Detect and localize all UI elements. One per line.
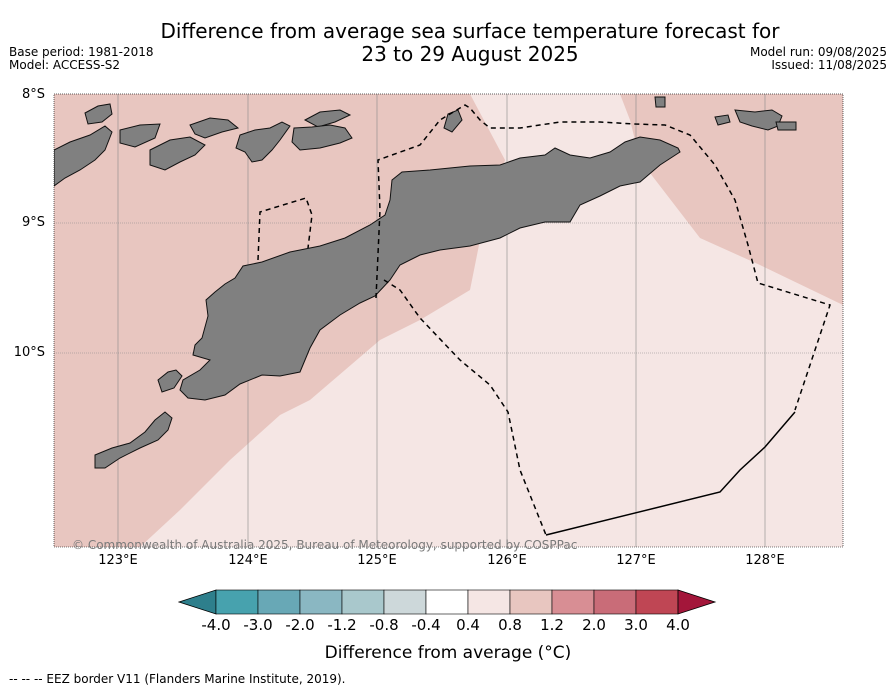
adonara-island [189,117,240,139]
lon-label-125e: 125°E [357,553,397,568]
colorbar-tick-label: 4.0 [666,616,690,634]
lon-label-127e: 127°E [616,553,656,568]
colorbar-segment [467,589,511,615]
colorbar-tick-label: -0.4 [411,616,441,634]
eez-borders [257,104,831,536]
copyright-text: © Commonwealth of Australia 2025, Bureau… [72,538,577,552]
pantar-island [291,124,353,151]
lon-label-128e: 128°E [745,553,785,568]
flores-east [119,123,161,148]
eez-dashed-central [375,104,831,411]
colorbar-extend-min [178,589,217,615]
model-name: Model: ACCESS-S2 [9,58,121,72]
colorbar-tick-label: 0.4 [456,616,480,634]
small-island-ne-2 [714,114,731,126]
colorbar-segment [635,589,679,615]
colorbar-segment [341,589,385,615]
model-run: Model run: 09/08/2025 [749,45,887,59]
kisar-island [775,121,797,131]
colorbar-tick-label: 3.0 [624,616,648,634]
eez-footnote: -- -- -- EEZ border V11 (Flanders Marine… [9,672,346,686]
meta-left: Base period: 1981-2018 Model: ACCESS-S2 [9,46,154,72]
map-title: Difference from average sea surface temp… [120,20,820,66]
lat-label-9s: 9°S [21,215,45,230]
colorbar-segment [299,589,343,615]
semau-island [157,369,183,393]
lat-label-8s: 8°S [21,87,45,102]
colorbar-tick-label: -3.0 [243,616,273,634]
small-island-nw [84,103,113,125]
colorbar-tick-label: -1.2 [327,616,357,634]
small-island-nw-2 [443,109,463,133]
colorbar-tick-label: -4.0 [201,616,231,634]
lon-label-126e: 126°E [487,553,527,568]
title-line-2: 23 to 29 August 2025 [361,42,579,66]
eez-solid-south [545,411,796,536]
colorbar-title: Difference from average (°C) [324,643,572,663]
issued-date: Issued: 11/08/2025 [771,58,887,72]
colorbar-segment [383,589,427,615]
colorbar-segment [257,589,301,615]
colorbar-tick-label: 1.2 [540,616,564,634]
colorbar-segment [215,589,259,615]
timor-island [179,136,681,401]
colorbar-tick-label: 2.0 [582,616,606,634]
map-frame [53,93,844,548]
lat-label-10s: 10°S [13,345,45,360]
colorbar-segment [509,589,553,615]
small-island-ne [654,96,666,108]
colorbar-tick-label: 0.8 [498,616,522,634]
solor-island [149,136,206,171]
colorbar-segment [551,589,595,615]
base-period: Base period: 1981-2018 [9,45,154,59]
lembata-island [235,121,291,163]
colorbar-extend-max [677,589,717,615]
flores-island [54,125,113,187]
meta-right: Model run: 09/08/2025 Issued: 11/08/2025 [750,46,887,72]
title-line-1: Difference from average sea surface temp… [160,19,780,43]
eez-dashed-south [383,279,547,536]
colorbar-segment [593,589,637,615]
colorbar [178,589,717,615]
rote-island [94,411,173,469]
colorbar-tick-label: -2.0 [285,616,315,634]
colorbar-segments [178,589,717,615]
colorbar-tick-label: -0.8 [369,616,399,634]
lon-label-123e: 123°E [98,553,138,568]
colorbar-segment [425,589,469,615]
lon-label-124e: 124°E [228,553,268,568]
